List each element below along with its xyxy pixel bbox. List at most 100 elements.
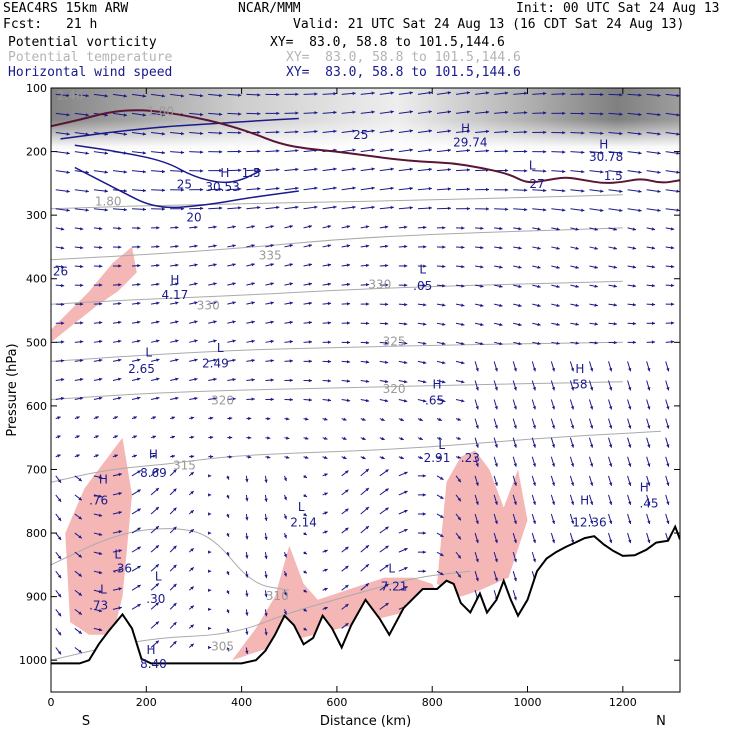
wind-vector-head xyxy=(352,91,356,96)
wind-vector-head xyxy=(609,444,613,448)
wind-vector-head xyxy=(537,341,541,346)
wind-vector-head xyxy=(213,282,217,286)
wind-vector-head xyxy=(562,169,566,174)
wind-vector-head xyxy=(590,368,594,372)
wind-vector-head xyxy=(226,476,230,480)
wind-vector-head xyxy=(257,112,261,116)
wind-vector-head xyxy=(551,425,556,429)
wind-vector-head xyxy=(173,488,177,492)
wind-vector-head xyxy=(632,321,636,326)
wind-vector-head xyxy=(57,479,62,483)
wind-vector-head xyxy=(346,379,351,383)
contour-label: L xyxy=(145,345,152,359)
wind-vector-head xyxy=(475,482,479,486)
contour-label: .05 xyxy=(413,279,432,293)
wind-vector-head xyxy=(513,482,517,486)
wind-vector-head xyxy=(308,359,312,363)
wind-vector-head xyxy=(289,225,293,229)
wind-vector-head xyxy=(461,303,465,307)
wind-vector-head xyxy=(609,520,613,524)
wind-vector-head xyxy=(475,444,479,448)
wind-vector-head xyxy=(245,536,249,540)
theta-contour-315 xyxy=(51,430,661,483)
wind-vector-head xyxy=(118,339,122,343)
wind-vector-head xyxy=(352,129,356,133)
wind-vector-head xyxy=(137,264,141,268)
wind-vector-head xyxy=(657,208,661,212)
wind-vector-head xyxy=(303,493,307,497)
wind-vector-head xyxy=(133,435,137,439)
wind-vector-head xyxy=(524,91,528,95)
wind-vector-head xyxy=(505,207,509,211)
wind-vector-head xyxy=(385,264,389,268)
wind-vector-head xyxy=(371,91,375,95)
wind-vector-head xyxy=(57,454,61,458)
wind-vector-head xyxy=(480,342,484,346)
wind-vector-head xyxy=(85,151,89,155)
contour-label: .76 xyxy=(89,493,108,507)
wind-vector-head xyxy=(628,387,632,391)
x-tick-label: 1000 xyxy=(514,696,542,709)
wind-vector-head xyxy=(638,93,642,97)
wind-vector-head xyxy=(404,490,408,494)
wind-vector-head xyxy=(628,368,632,372)
wind-vector-head xyxy=(385,583,389,588)
wind-vector-head xyxy=(537,246,541,250)
wind-vector-head xyxy=(99,245,103,250)
wind-vector-head xyxy=(518,341,522,346)
wind-vector-head xyxy=(590,520,594,524)
wind-vector-head xyxy=(295,149,299,153)
wind-vector-head xyxy=(543,208,547,212)
wind-vector-head xyxy=(118,377,122,381)
wind-vector-head xyxy=(390,129,394,133)
wind-vector-head xyxy=(173,583,177,588)
wind-vector-head xyxy=(327,321,331,325)
wind-vector-head xyxy=(562,131,566,135)
wind-vector-head xyxy=(118,530,122,534)
wind-vector-head xyxy=(343,417,347,421)
wind-vector-head xyxy=(447,187,451,191)
wind-vector-head xyxy=(190,605,194,609)
terrain xyxy=(51,524,680,692)
wind-vector-head xyxy=(219,131,223,135)
wind-vector-head xyxy=(551,539,556,544)
wind-vector-head xyxy=(676,151,680,155)
wind-vector-head xyxy=(161,151,166,155)
wind-vector-head xyxy=(346,263,351,267)
wind-vector-head xyxy=(333,92,337,96)
wind-vector-head xyxy=(390,148,394,152)
wind-vector-head xyxy=(513,425,517,429)
wind-vector-head xyxy=(61,283,65,288)
wind-vector-head xyxy=(638,151,642,155)
wind-vector-head xyxy=(270,301,274,305)
wind-vector-head xyxy=(657,113,661,117)
theta-contour-310 xyxy=(51,528,290,591)
wind-vector-head xyxy=(457,555,461,559)
wind-vector-head xyxy=(442,303,446,307)
contour-label: H xyxy=(575,362,584,376)
wind-vector-head xyxy=(457,478,461,483)
wind-vector-head xyxy=(78,630,82,634)
wind-vector-head xyxy=(57,517,62,521)
wind-vector-head xyxy=(343,456,347,460)
wind-vector-head xyxy=(594,246,598,250)
contour-label: 2.49 xyxy=(202,357,229,371)
wind-vector-head xyxy=(60,378,65,382)
wind-vector-head xyxy=(475,425,479,429)
wind-vector-head xyxy=(513,387,517,391)
wind-vector-head xyxy=(466,129,470,133)
wind-vector-head xyxy=(200,169,204,173)
wind-vector-head xyxy=(156,339,160,343)
wind-vector-head xyxy=(475,558,479,563)
wind-vector-head xyxy=(638,170,642,174)
wind-vector-head xyxy=(270,397,274,402)
wind-vector-head xyxy=(276,130,280,134)
wind-vector-head xyxy=(137,245,141,249)
wind-vector-head xyxy=(632,227,636,231)
wind-vector-head xyxy=(385,321,389,326)
wind-vector-head xyxy=(308,321,312,325)
wind-vector-head xyxy=(175,282,179,286)
wind-vector-head xyxy=(666,406,670,410)
wind-vector-head xyxy=(419,417,423,421)
